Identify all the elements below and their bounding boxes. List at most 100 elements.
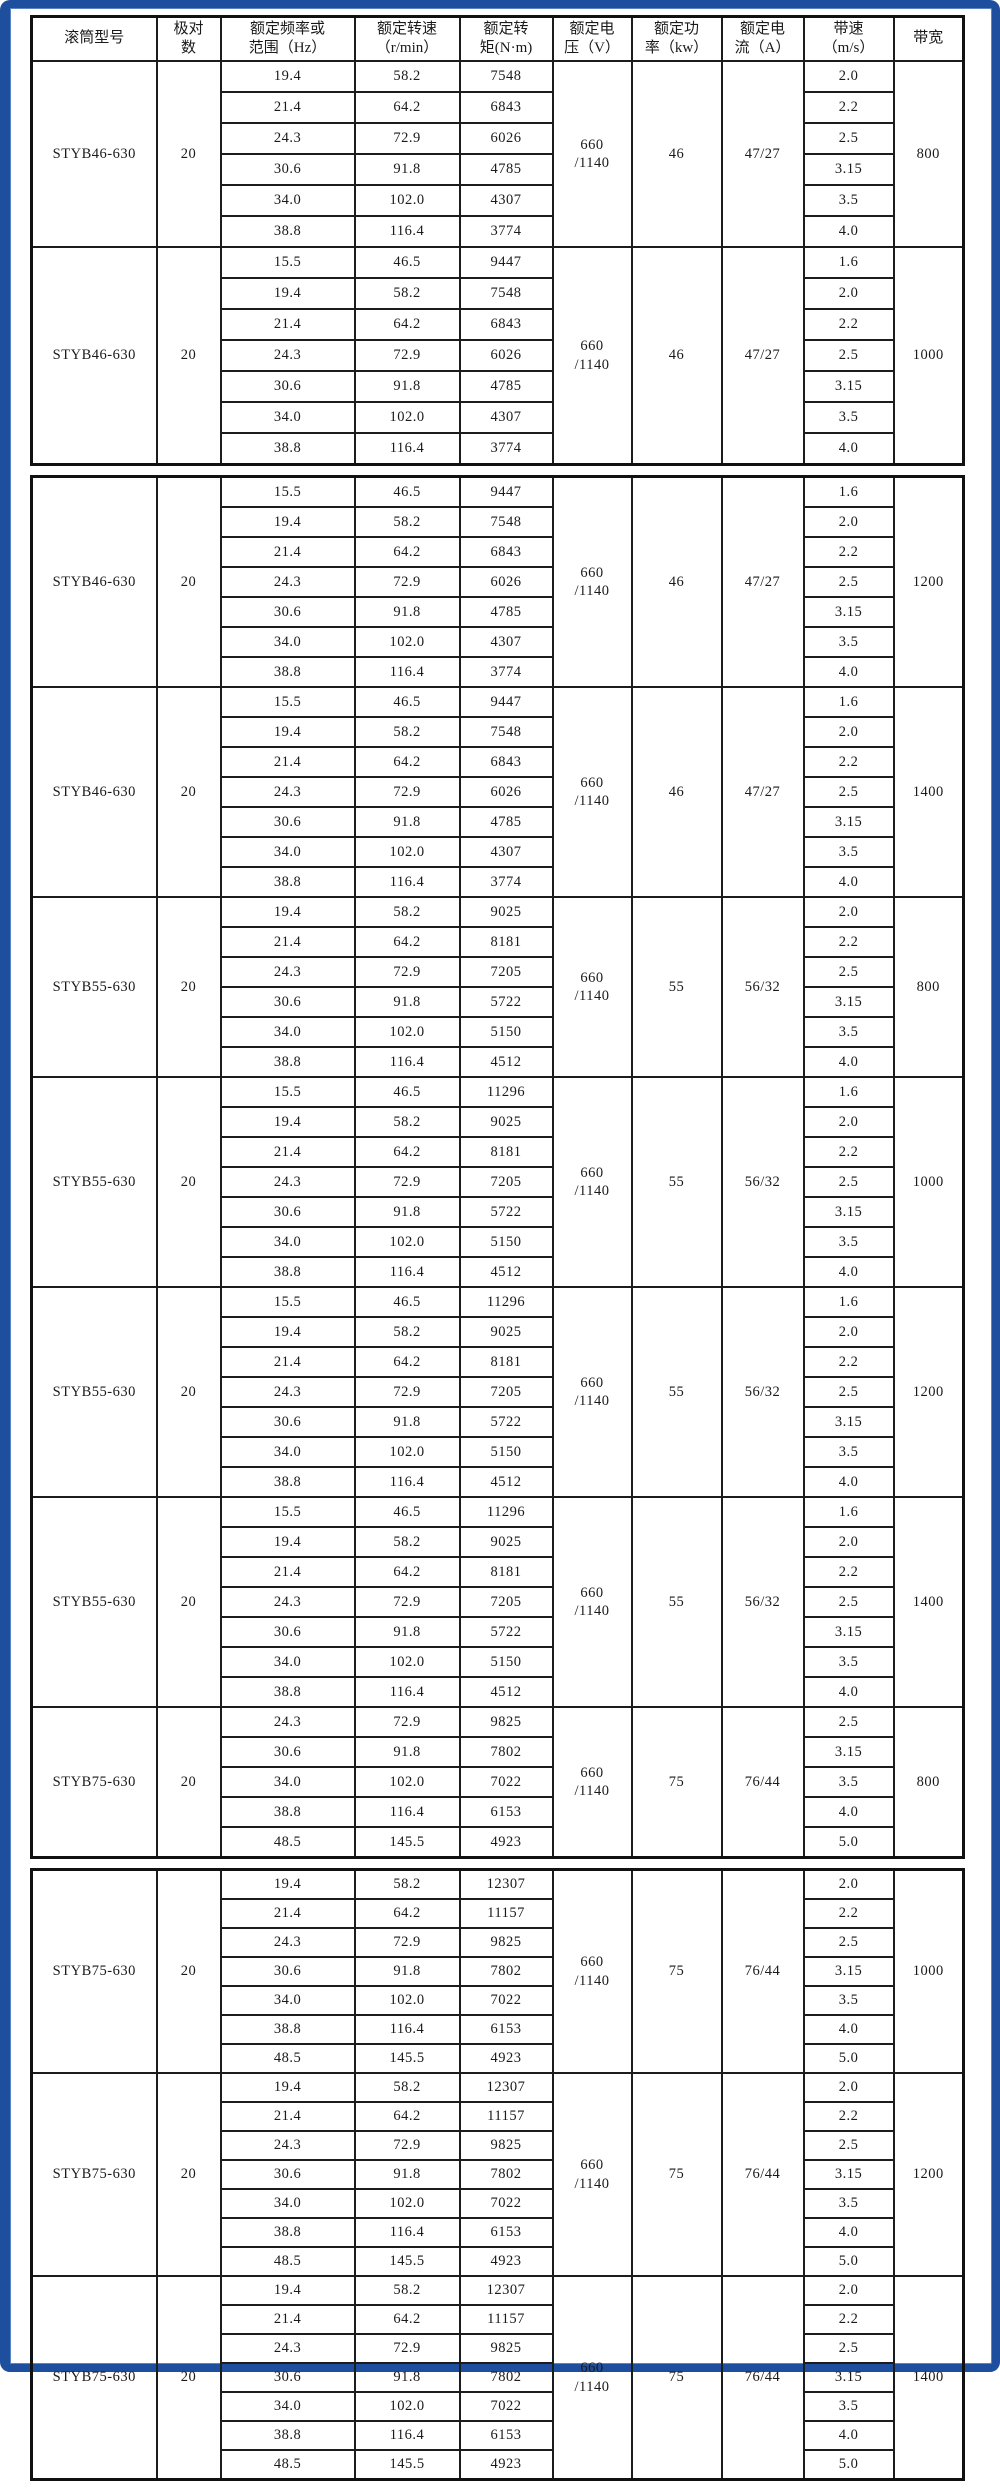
voltage-cell: 660 /1140: [551, 2072, 633, 2277]
frequency-cell: 15.5: [219, 686, 356, 718]
torque-cell: 12307: [458, 1868, 554, 1900]
rpm-cell: 116.4: [353, 215, 461, 248]
belt-speed-cell: 2.0: [802, 60, 895, 93]
table-row: 34.0 102.0 7022 3.5: [32, 2188, 964, 2219]
current-cell: 76/44: [720, 1706, 805, 1859]
power-cell: 46: [630, 686, 723, 898]
table-row: STYB55-630 20 15.5 46.5 11296 660 /1140 55 56/3…: [30, 1076, 965, 1288]
frequency-cell: 30.6: [219, 1616, 356, 1648]
table-row: STYB75-630 20 19.4 58.2 12307 660 /1140 75 76/4…: [30, 1868, 965, 2074]
torque-cell: 9447: [458, 246, 554, 279]
frequency-cell: 19.4: [219, 896, 356, 928]
frequency-cell: 48.5: [219, 2449, 356, 2481]
table-row: STYB55-630 20 15.5 46.5 11296 660 /1140 55 56/3…: [30, 1286, 965, 1498]
rpm-cell: 116.4: [353, 2420, 461, 2451]
table-row: STYB46-630 20 15.5 46.5 9447 660 /1140 46 47/27…: [30, 246, 965, 466]
table-row: 19.4 58.2 7548 2.0: [32, 277, 964, 310]
frequency-cell: 30.6: [219, 370, 356, 403]
voltage-cell: 660 /1140: [551, 1868, 633, 2074]
belt-speed-cell: 5.0: [802, 1826, 895, 1859]
belt-speed-cell: 4.0: [802, 656, 895, 688]
model-cell: STYB75-630: [30, 1868, 158, 2074]
belt-speed-cell: 2.0: [802, 896, 895, 928]
belt-speed-cell: 1.6: [802, 1076, 895, 1108]
torque-cell: 11296: [458, 1496, 554, 1528]
frequency-cell: 21.4: [219, 1556, 356, 1588]
belt-speed-cell: 5.0: [802, 2246, 895, 2277]
table-row: STYB55-630 20 15.5 46.5 11296 660 /1140 55 56/3…: [30, 1496, 965, 1708]
belt-speed-cell: 5.0: [802, 2449, 895, 2481]
torque-cell: 7548: [458, 716, 554, 748]
torque-cell: 6843: [458, 746, 554, 778]
belt-speed-cell: 1.6: [802, 1496, 895, 1528]
table-row: 30.6 91.8 4785 3.15: [32, 806, 964, 838]
model-cell: STYB55-630: [30, 1496, 158, 1708]
power-cell: 55: [630, 1076, 723, 1288]
rpm-cell: 46.5: [353, 1286, 461, 1318]
header-belt-speed: 带速 （m/s）: [802, 15, 895, 62]
voltage-cell: 660 /1140: [551, 1496, 633, 1708]
rpm-cell: 91.8: [353, 596, 461, 628]
poles-cell: 20: [155, 1286, 222, 1498]
rpm-cell: 58.2: [353, 2072, 461, 2103]
torque-cell: 9447: [458, 475, 554, 508]
belt-speed-cell: 2.2: [802, 1346, 895, 1378]
torque-cell: 7548: [458, 506, 554, 538]
torque-cell: 12307: [458, 2072, 554, 2103]
frequency-cell: 38.8: [219, 2420, 356, 2451]
belt-width-cell: 800: [892, 896, 965, 1078]
torque-cell: 6026: [458, 566, 554, 598]
torque-cell: 4785: [458, 806, 554, 838]
torque-cell: 7802: [458, 1956, 554, 1987]
belt-width-cell: 1400: [892, 1496, 965, 1708]
frequency-cell: 21.4: [219, 308, 356, 341]
torque-cell: 11157: [458, 2101, 554, 2132]
rpm-cell: 116.4: [353, 2217, 461, 2248]
belt-speed-cell: 2.5: [802, 339, 895, 372]
rpm-cell: 72.9: [353, 776, 461, 808]
current-cell: 76/44: [720, 1868, 805, 2074]
belt-speed-cell: 4.0: [802, 1796, 895, 1828]
belt-speed-cell: 2.0: [802, 277, 895, 310]
poles-cell: 20: [155, 1496, 222, 1708]
torque-cell: 9025: [458, 896, 554, 928]
frequency-cell: 48.5: [219, 2043, 356, 2074]
rpm-cell: 58.2: [353, 506, 461, 538]
frequency-cell: 38.8: [219, 432, 356, 466]
belt-speed-cell: 2.5: [802, 566, 895, 598]
belt-width-cell: 1200: [892, 1286, 965, 1498]
table-row: 34.0 102.0 7022 3.5: [32, 1766, 964, 1798]
header-frequency: 额定频率或 范围（Hz）: [219, 15, 356, 62]
table-row: 21.4 64.2 6843 2.2: [32, 746, 964, 778]
belt-speed-cell: 3.15: [802, 1406, 895, 1438]
frequency-cell: 38.8: [219, 1046, 356, 1078]
header-belt-width: 带宽: [892, 15, 965, 62]
rpm-cell: 91.8: [353, 153, 461, 186]
frequency-cell: 19.4: [219, 506, 356, 538]
table-row: 30.6 91.8 5722 3.15: [32, 986, 964, 1018]
frequency-cell: 30.6: [219, 596, 356, 628]
poles-cell: 20: [155, 60, 222, 248]
current-cell: 56/32: [720, 896, 805, 1078]
torque-cell: 6843: [458, 308, 554, 341]
rpm-cell: 91.8: [353, 370, 461, 403]
belt-speed-cell: 2.0: [802, 2275, 895, 2306]
table-row: 24.3 72.9 9825 2.5: [32, 2130, 964, 2161]
table-row: 38.8 116.4 6153 4.0: [32, 2014, 964, 2045]
voltage-cell: 660 /1140: [551, 896, 633, 1078]
frequency-cell: 21.4: [219, 2101, 356, 2132]
table-row: STYB75-630 20 19.4 58.2 12307 660 /1140 75 76/4…: [30, 2072, 965, 2277]
rpm-cell: 72.9: [353, 2130, 461, 2161]
belt-speed-cell: 3.15: [802, 806, 895, 838]
torque-cell: 3774: [458, 656, 554, 688]
rpm-cell: 46.5: [353, 475, 461, 508]
table-row: 21.4 64.2 8181 2.2: [32, 1556, 964, 1588]
torque-cell: 7022: [458, 1985, 554, 2016]
header-voltage: 额定电 压（V）: [551, 15, 633, 62]
rpm-cell: 116.4: [353, 1796, 461, 1828]
belt-speed-cell: 2.0: [802, 1526, 895, 1558]
belt-width-cell: 800: [892, 1706, 965, 1859]
table-row: 24.3 72.9 6026 2.5: [32, 122, 964, 155]
belt-speed-cell: 4.0: [802, 1676, 895, 1708]
belt-speed-cell: 4.0: [802, 1466, 895, 1498]
